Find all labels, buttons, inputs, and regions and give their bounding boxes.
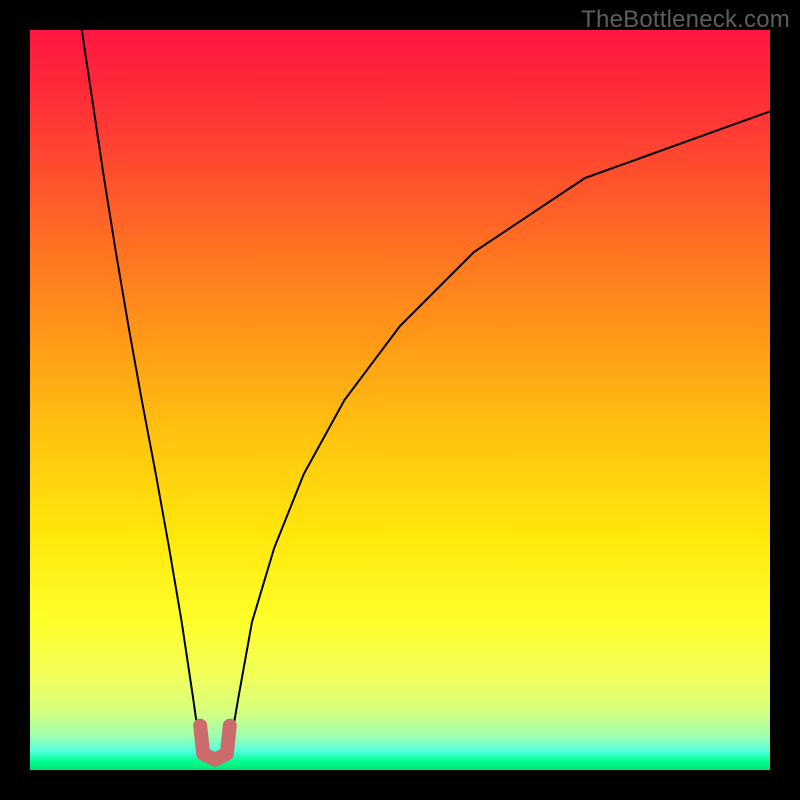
bottleneck-chart: [0, 0, 800, 800]
chart-stage: TheBottleneck.com: [0, 0, 800, 800]
